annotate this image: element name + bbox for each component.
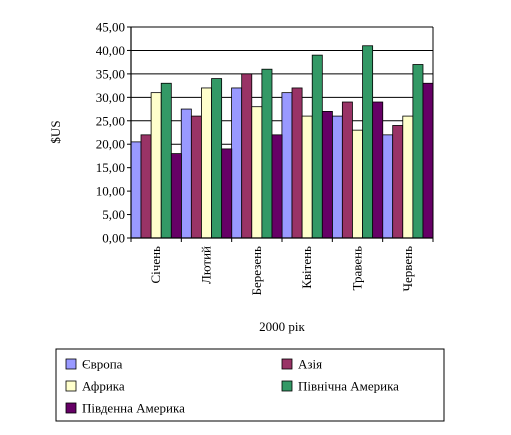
y-tick-label: 15,00 [96,160,125,175]
bar [331,115,343,239]
legend-label: Африка [82,379,125,394]
legend-label: Південна Америка [82,401,185,416]
y-tick-label: 25,00 [96,113,125,128]
bar [341,101,353,239]
bar [211,78,223,239]
y-tick-labels: 0,00 5,00 10,00 15,00 20,00 25,00 30,00 35,00 40… [96,20,125,246]
x-tick-label: Червень [400,246,415,292]
bar [301,115,313,239]
bar [372,101,384,239]
bar [382,134,394,239]
y-tick-label: 45,00 [96,20,125,35]
bar [402,115,414,239]
x-tick-label: Січень [148,246,163,284]
bar [422,82,434,239]
legend-label: Північна Америка [298,379,399,394]
bar [311,54,323,239]
bar [170,153,182,239]
x-axis-title: 2000 рік [259,319,305,334]
bar [231,87,243,239]
bar [160,82,172,239]
legend-box [55,348,445,422]
bar [201,87,212,239]
bar [392,125,404,239]
x-tick-label: Лютий [199,246,214,284]
bar [412,64,424,239]
legend-swatch [281,358,293,370]
bar [321,111,333,239]
bar [352,129,363,239]
bar [150,92,162,239]
bar [271,134,283,239]
legend-label: Азія [298,357,322,372]
legend: Європа Азія Африка Північна Америка Південна… [55,348,445,422]
bar [281,92,293,239]
axes [130,27,434,242]
legend-swatch [65,402,77,414]
bar [241,73,253,239]
y-tick-label: 35,00 [96,66,125,81]
y-tick-label: 30,00 [96,90,125,105]
bar [251,106,263,239]
y-tick-label: 20,00 [96,137,125,152]
bar [261,68,273,239]
legend-swatch [65,358,77,370]
bar [291,87,303,239]
legend-label: Європа [82,357,123,372]
y-tick-label: 10,00 [96,184,125,199]
y-tick-label: 40,00 [96,43,125,58]
bar [140,134,152,239]
x-tick-labels: Січень Лютий Березень Квітень Травень Червень [148,246,415,296]
x-tick-label: Березень [249,246,264,296]
y-tick-label: 0,00 [102,231,125,246]
y-tick-label: 5,00 [102,207,125,222]
bar [362,45,374,239]
x-tick-label: Квітень [299,246,314,289]
bar [221,148,233,239]
bar [190,115,202,239]
bars [130,45,434,239]
bar [130,141,142,239]
x-tick-label: Травень [350,246,365,291]
legend-swatch [281,380,293,392]
y-axis-title: $US [48,120,63,143]
legend-swatch [65,380,77,392]
bar [180,108,192,239]
